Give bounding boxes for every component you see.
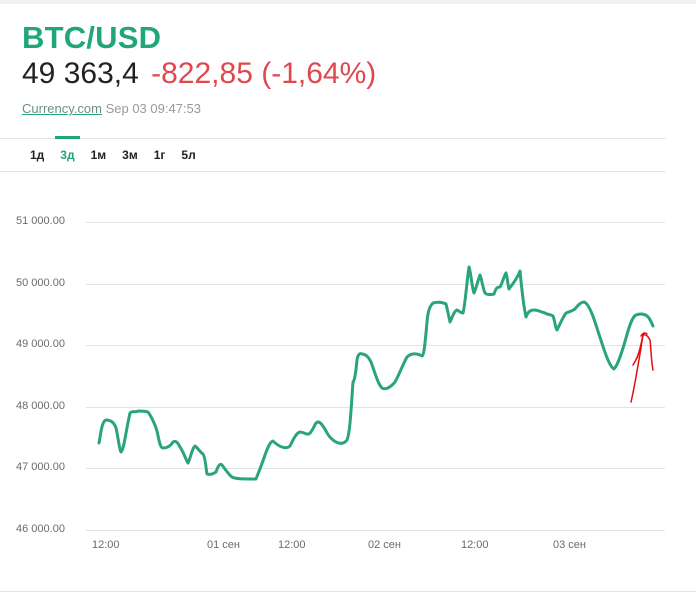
x-tick-label: 03 сен (553, 539, 586, 551)
divider-bottom (0, 591, 696, 592)
timestamp: Sep 03 09:47:53 (105, 101, 201, 116)
tab-1y[interactable]: 1г (153, 148, 166, 162)
annotation-arrow (630, 332, 654, 403)
tab-1d[interactable]: 1д (30, 148, 45, 162)
price-row: 49 363,4 -822,85 (-1,64%) (22, 57, 376, 91)
x-tick-label: 01 сен (207, 539, 240, 551)
range-tabs: 1д 3д 1м 3м 1г 5л (22, 136, 204, 166)
tab-5y[interactable]: 5л (181, 148, 196, 162)
x-tick-label: 12:00 (461, 539, 489, 551)
x-tick-label: 02 сен (368, 539, 401, 551)
tab-3m[interactable]: 3м (122, 148, 138, 162)
price-change: -822,85 (-1,64%) (151, 57, 377, 90)
pair-title: BTC/USD (22, 20, 162, 55)
divider-tabs (0, 171, 666, 172)
y-tick-label: 46 000.00 (16, 523, 65, 535)
y-tick-label: 47 000.00 (16, 461, 65, 473)
source-row: Currency.com Sep 03 09:47:53 (22, 101, 201, 116)
x-tick-label: 12:00 (278, 539, 306, 551)
price-line (97, 265, 655, 481)
y-tick-label: 51 000.00 (16, 215, 65, 227)
grid-lines (86, 222, 665, 531)
current-price: 49 363,4 (22, 57, 139, 90)
source-link[interactable]: Currency.com (22, 101, 102, 116)
y-tick-label: 49 000.00 (16, 338, 65, 350)
divider-top (0, 138, 666, 139)
tab-1m[interactable]: 1м (90, 148, 107, 162)
y-tick-label: 50 000.00 (16, 277, 65, 289)
top-bar (0, 0, 696, 4)
y-tick-label: 48 000.00 (16, 400, 65, 412)
x-tick-label: 12:00 (92, 539, 120, 551)
tab-3d[interactable]: 3д (52, 136, 82, 166)
